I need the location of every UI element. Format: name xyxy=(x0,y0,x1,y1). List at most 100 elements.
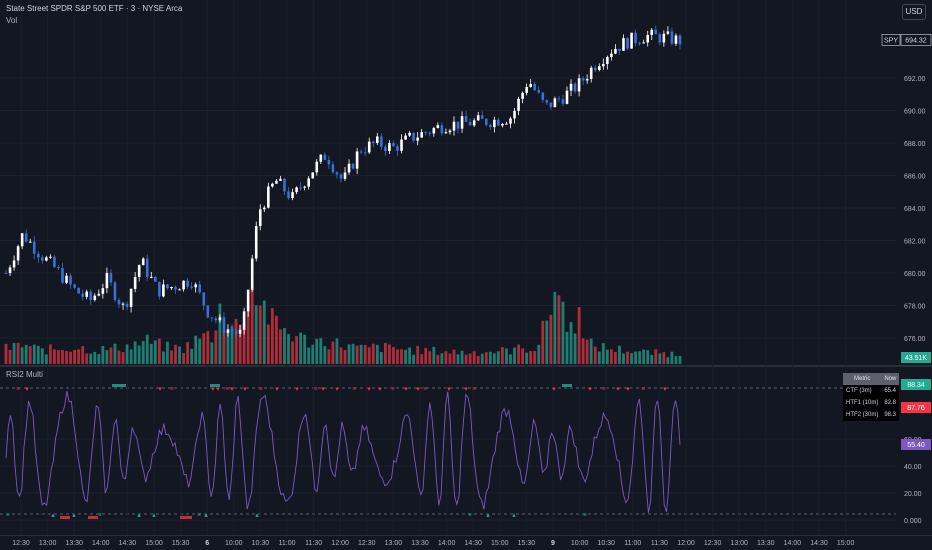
volume-bar xyxy=(537,344,541,364)
rsi-sell-marker: × xyxy=(472,386,476,393)
volume-bar xyxy=(549,314,553,364)
table-cell-metric: CTF (3m) xyxy=(843,385,882,397)
rsi-sell-marker: ▾ xyxy=(367,386,371,393)
time-tick-label: 15:30 xyxy=(518,540,536,547)
time-tick-label: 13:30 xyxy=(757,540,775,547)
volume-bars xyxy=(4,287,682,364)
candle-body xyxy=(299,187,302,189)
table-cell-now: 82.8 xyxy=(881,397,900,409)
rsi-buy-marker: ▴ xyxy=(152,512,156,519)
rsi-sell-marker: ▾ xyxy=(230,386,234,393)
volume-bar xyxy=(581,338,585,364)
rsi-sell-marker: ▾ xyxy=(663,386,667,393)
grid-lines xyxy=(0,77,932,536)
volume-bar xyxy=(432,346,436,364)
candle-body xyxy=(335,172,339,175)
price-tick-label: 682.00 xyxy=(904,239,926,246)
table-cell-metric: HTF1 (10m) xyxy=(843,397,882,409)
candle-body xyxy=(283,178,286,192)
candle-body xyxy=(650,29,654,35)
candle-body xyxy=(388,143,391,152)
volume-bar xyxy=(339,347,343,364)
time-tick-label: 10:00 xyxy=(225,540,243,547)
rsi-sell-marker: ▾ xyxy=(211,386,215,393)
candle-body xyxy=(287,191,290,198)
time-tick-label: 14:30 xyxy=(119,540,137,547)
candle-body xyxy=(154,276,157,282)
candle-body xyxy=(517,98,520,111)
candle-body xyxy=(149,276,153,278)
rsi-sell-marker: ▾ xyxy=(464,386,468,393)
volume-bar xyxy=(359,344,363,364)
candle-body xyxy=(36,253,40,258)
rsi-buy-marker: ▴ xyxy=(51,512,55,519)
volume-bar xyxy=(509,354,512,364)
currency-button[interactable]: USD xyxy=(902,4,926,20)
rsi-buy-marker: ▴ xyxy=(512,512,516,519)
candle-body xyxy=(198,284,202,293)
candle-body xyxy=(339,174,343,179)
candle-body xyxy=(367,141,371,153)
candle-body xyxy=(145,258,149,277)
time-tick-label: 11:30 xyxy=(651,540,668,547)
candle-body xyxy=(230,329,234,332)
volume-bar xyxy=(388,344,391,364)
last-price-badge xyxy=(900,33,932,46)
candle-body xyxy=(622,38,625,51)
candle-body xyxy=(428,132,432,134)
volume-bar xyxy=(622,353,625,364)
candle-body xyxy=(291,192,294,198)
candle-body xyxy=(424,132,428,134)
candle-body xyxy=(24,233,28,242)
volume-bar xyxy=(666,357,670,364)
table-row: CTF (3m) 65.4 xyxy=(843,385,900,397)
volume-bar xyxy=(396,349,399,364)
table-cell-metric: HTF2 (30m) xyxy=(843,409,882,421)
candle-body xyxy=(218,317,222,321)
candle-body xyxy=(105,272,109,289)
candle-body xyxy=(158,281,161,297)
candle-body xyxy=(573,83,577,92)
candle-body xyxy=(275,180,278,184)
volume-bar xyxy=(541,320,545,364)
candle-body xyxy=(634,32,637,43)
candle-body xyxy=(589,67,593,79)
volume-bar xyxy=(12,343,16,364)
volume-bar xyxy=(149,343,153,364)
candle-body xyxy=(45,257,48,261)
candle-body xyxy=(101,288,105,294)
candle-body xyxy=(497,119,500,126)
rsi-sell-marker: ▾ xyxy=(588,386,592,393)
candle-body xyxy=(178,289,181,291)
volume-bar xyxy=(133,341,137,364)
volume-bar xyxy=(20,347,24,364)
time-tick-label: 11:30 xyxy=(305,540,322,547)
volume-bar xyxy=(178,346,181,364)
volume-bar xyxy=(117,350,121,364)
candle-body xyxy=(646,34,650,43)
candle-body xyxy=(162,284,165,297)
rsi-tick-label: 40.00 xyxy=(904,464,922,471)
candle-body xyxy=(57,267,60,269)
volume-bar xyxy=(24,344,28,364)
rsi-sell-marker: × xyxy=(423,386,427,393)
price-tick-label: 692.00 xyxy=(904,76,926,83)
rsi-sell-marker: × xyxy=(352,386,356,393)
candle-body xyxy=(553,98,557,108)
candle-body xyxy=(392,143,395,147)
candle-body xyxy=(117,300,121,305)
candle-body xyxy=(186,280,189,287)
volume-bar xyxy=(186,342,190,364)
time-tick-label: 15:30 xyxy=(172,540,190,547)
volume-bar xyxy=(521,348,524,364)
candle-body xyxy=(420,132,424,138)
price-tick-label: 676.00 xyxy=(904,336,926,343)
candle-body xyxy=(585,78,589,81)
candle-body xyxy=(525,87,528,93)
candle-body xyxy=(569,83,573,91)
volume-bar xyxy=(97,354,101,364)
volume-bar xyxy=(609,349,613,364)
candle-body xyxy=(65,275,68,283)
volume-bar xyxy=(141,341,145,364)
